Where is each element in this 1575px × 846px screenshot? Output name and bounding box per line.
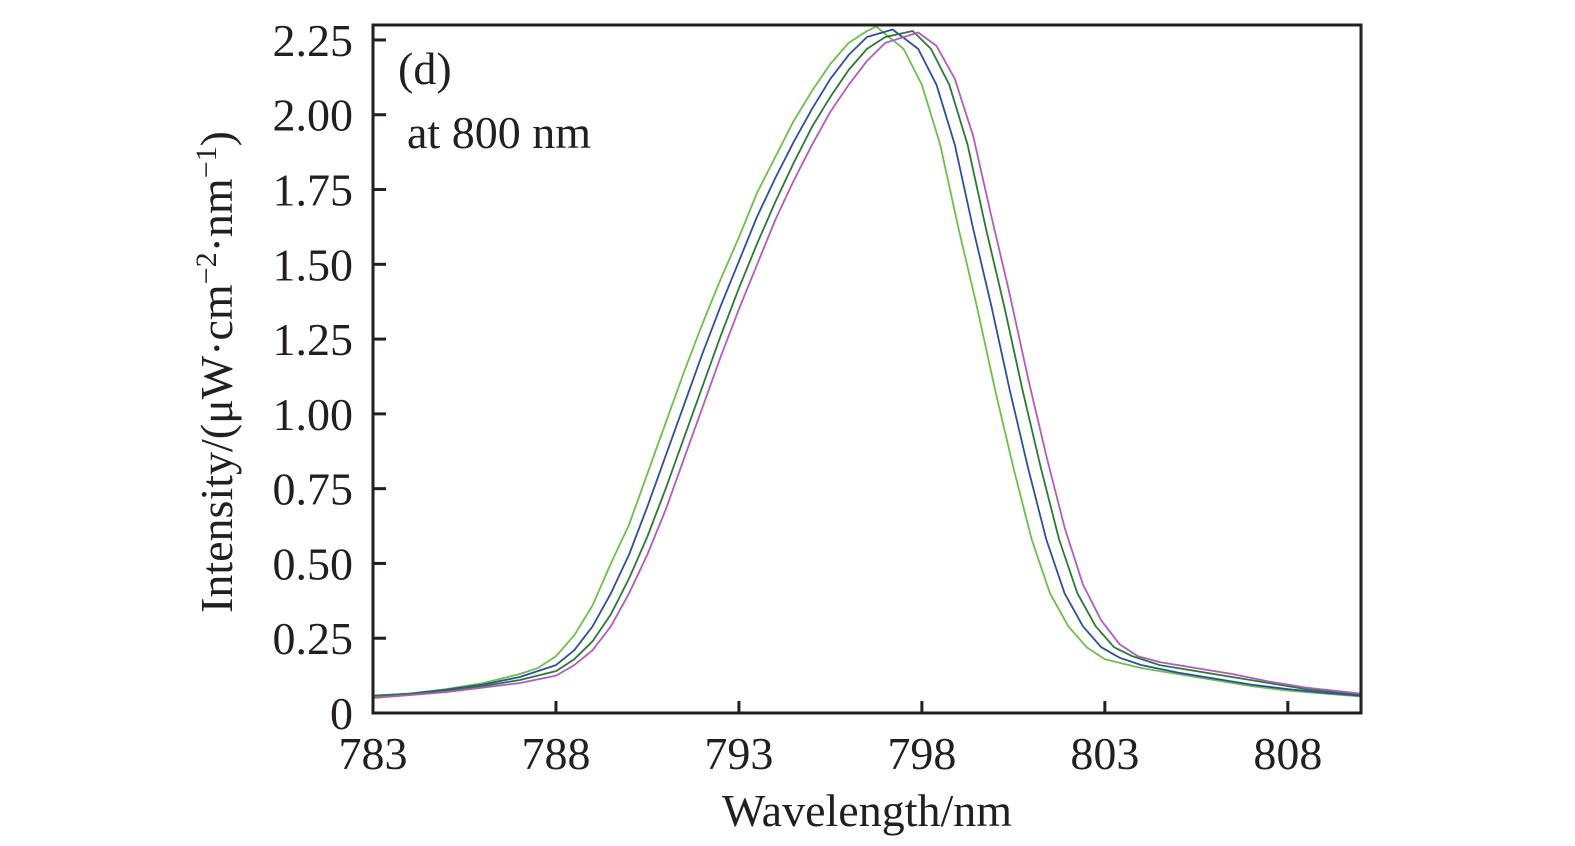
annotation-text: at 800 nm (407, 107, 591, 158)
y-tick-label: 1.75 (273, 165, 354, 216)
ticks-layer: 783 788 793 798 803 808 0 0.25 0.50 0.75 1.00 1.25 1… (273, 15, 1323, 779)
x-tick-label: 793 (704, 728, 773, 779)
y-axis-title-end: ) (191, 131, 242, 146)
x-tick-label: 808 (1253, 728, 1322, 779)
x-tick-label: 788 (521, 728, 590, 779)
y-tick-label: 2.25 (273, 15, 354, 66)
series-layer (372, 25, 1362, 699)
x-tick-label: 803 (1070, 728, 1139, 779)
y-axis-title-main: Intensity/(μW·cm (191, 284, 242, 613)
panel-label: (d) (398, 43, 452, 94)
y-axis-title-exp2: −1 (190, 146, 223, 178)
y-tick-label: 2.00 (273, 90, 354, 141)
y-tick-label: 0.25 (273, 613, 354, 664)
y-tick-label: 0.50 (273, 538, 354, 589)
x-axis-title: Wavelength/nm (722, 785, 1012, 836)
series-line-4 (372, 31, 1362, 699)
x-tick-label: 783 (339, 728, 408, 779)
series-line-3 (372, 30, 1362, 697)
y-tick-label: 0 (330, 688, 353, 739)
y-tick-label: 1.00 (273, 389, 354, 440)
x-tick-label: 798 (887, 728, 956, 779)
series-line-2 (372, 28, 1362, 697)
y-tick-label: 1.50 (273, 239, 354, 290)
y-tick-label: 0.75 (273, 464, 354, 515)
y-axis-title-exp1: −2 (190, 252, 223, 284)
plot-frame (371, 23, 1363, 715)
y-axis-title-mid: ·nm (191, 178, 242, 252)
y-axis-title: Intensity/(μW·cm−2·nm−1) (190, 131, 243, 613)
y-tick-label: 1.25 (273, 314, 354, 365)
series-line-1 (372, 25, 1362, 698)
